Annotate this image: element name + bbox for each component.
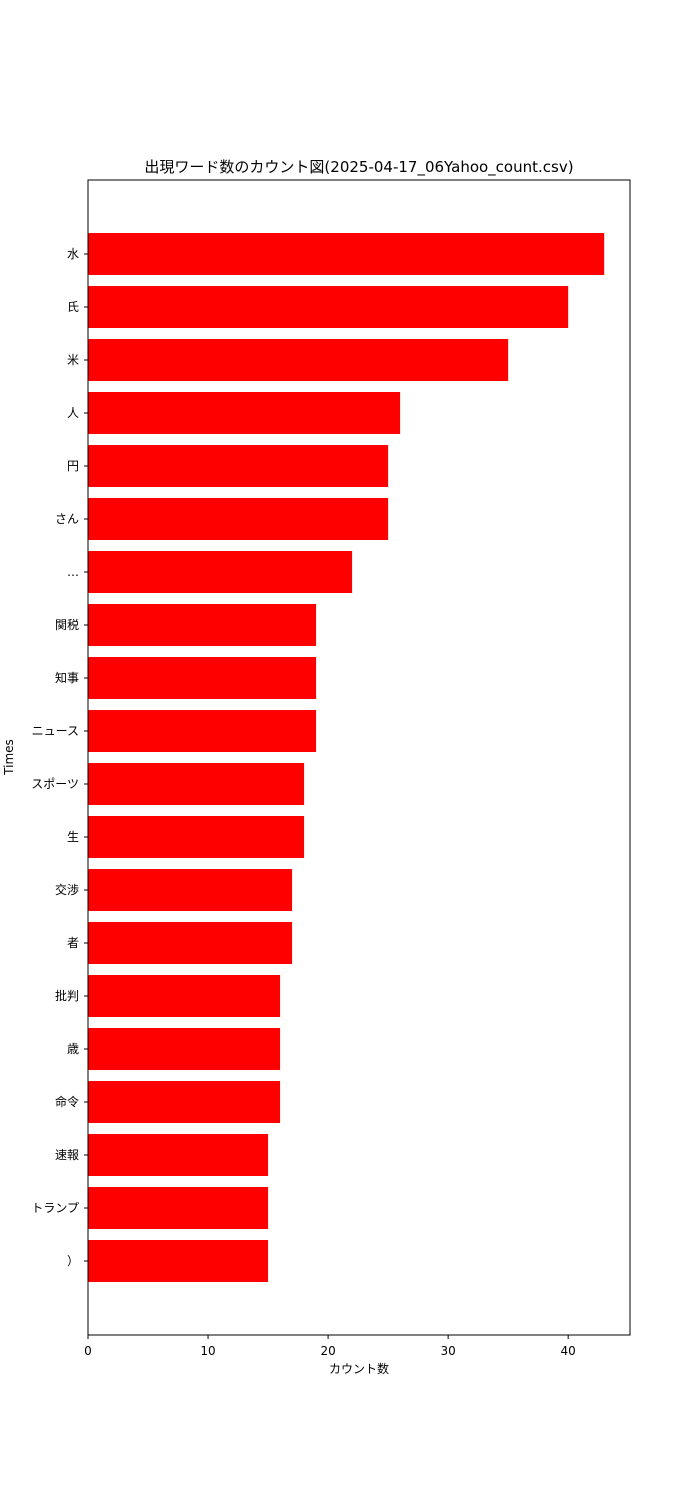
y-tick-label: 人 bbox=[67, 406, 79, 420]
bar bbox=[88, 975, 281, 1017]
y-tick-label: ） bbox=[67, 1254, 79, 1268]
bar bbox=[88, 445, 389, 487]
bar bbox=[88, 922, 293, 964]
y-tick-label: スポーツ bbox=[31, 777, 79, 791]
x-tick-label: 0 bbox=[84, 1344, 92, 1358]
bar bbox=[88, 233, 605, 275]
y-tick-label: 円 bbox=[67, 459, 79, 473]
bars-group bbox=[88, 233, 605, 1282]
plot-frame bbox=[87, 179, 631, 1336]
y-tick-label: 米 bbox=[67, 353, 79, 367]
bar bbox=[88, 1240, 269, 1282]
y-tick-label: 歳 bbox=[67, 1042, 79, 1056]
x-tick-label: 30 bbox=[440, 1344, 455, 1358]
bar bbox=[88, 392, 401, 434]
chart-title: 出現ワード数のカウント図(2025-04-17_06Yahoo_count.cs… bbox=[144, 158, 573, 177]
bar bbox=[88, 816, 305, 858]
bar bbox=[88, 869, 293, 911]
bar bbox=[88, 710, 317, 752]
bar bbox=[88, 1028, 281, 1070]
x-tick-label: 20 bbox=[320, 1344, 335, 1358]
y-tick-label: トランプ bbox=[31, 1201, 79, 1215]
bar bbox=[88, 1081, 281, 1123]
y-tick-label: 批判 bbox=[55, 988, 79, 1003]
y-axis-label: Times bbox=[2, 739, 16, 776]
bar bbox=[88, 339, 509, 381]
y-tick-label: 速報 bbox=[55, 1148, 79, 1162]
y-tick-label: 知事 bbox=[55, 671, 79, 685]
bar bbox=[88, 604, 317, 646]
y-tick-label: 交渉 bbox=[55, 882, 79, 897]
y-tick-label: さん bbox=[55, 512, 79, 526]
x-tick-label: 10 bbox=[200, 1344, 215, 1358]
bar bbox=[88, 1134, 269, 1176]
y-tick-label: 者 bbox=[67, 936, 79, 950]
bar bbox=[88, 498, 389, 540]
bar bbox=[88, 286, 569, 328]
y-tick-label: 氏 bbox=[67, 300, 79, 314]
x-axis-ticks: 0 10 20 30 40 bbox=[84, 1335, 576, 1358]
x-tick-label: 40 bbox=[561, 1344, 576, 1358]
y-tick-label: 水 bbox=[67, 247, 79, 261]
x-axis-label: カウント数 bbox=[329, 1361, 389, 1376]
bar bbox=[88, 551, 353, 593]
y-tick-label: ニュース bbox=[32, 724, 79, 738]
bar bbox=[88, 1187, 269, 1229]
y-tick-label: … bbox=[67, 565, 79, 579]
y-tick-label: 関税 bbox=[55, 618, 79, 632]
y-tick-label: 命令 bbox=[55, 1094, 79, 1109]
bar bbox=[88, 763, 305, 805]
bar bbox=[88, 657, 317, 699]
y-tick-label: 生 bbox=[67, 830, 79, 844]
